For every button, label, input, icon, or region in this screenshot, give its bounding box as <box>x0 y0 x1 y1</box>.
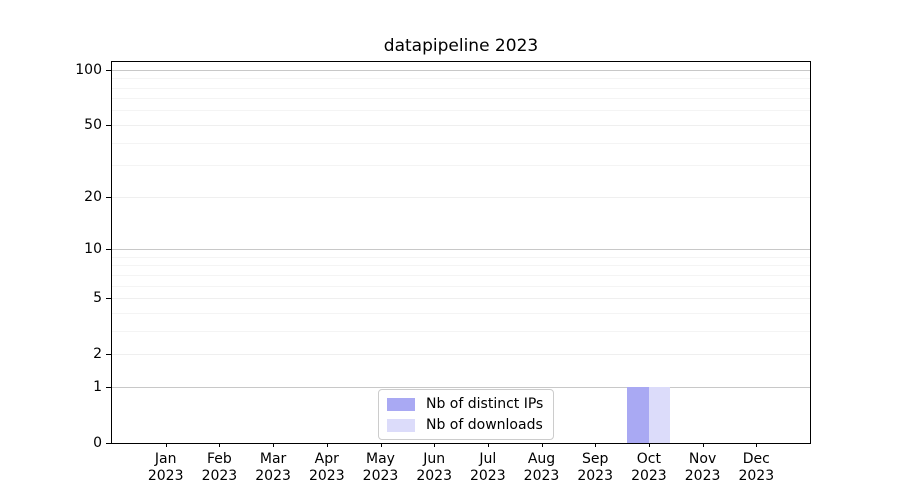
x-tick-label-may: May 2023 <box>349 451 413 485</box>
x-tick-mark-mar <box>273 443 275 447</box>
x-tick-year: 2023 <box>469 468 506 484</box>
legend-swatch-0 <box>387 397 415 411</box>
gridline-y-90 <box>112 78 810 80</box>
x-tick-month: Aug <box>527 451 556 467</box>
legend-row-0: Nb of distinct IPs <box>387 396 543 412</box>
y-tick-label-1: 1 <box>93 378 102 395</box>
x-tick-year: 2023 <box>631 468 667 484</box>
x-tick-label-mar: Mar 2023 <box>241 451 305 485</box>
legend-label-1: Nb of downloads <box>426 417 543 433</box>
legend-label-0: Nb of distinct IPs <box>426 396 544 412</box>
x-tick-label-oct: Oct 2023 <box>617 451 681 485</box>
x-tick-mark-jul <box>487 443 489 447</box>
gridline-y-30 <box>112 165 810 167</box>
x-tick-mark-jan <box>165 443 167 447</box>
x-tick-label-feb: Feb 2023 <box>187 451 251 485</box>
x-tick-mark-sep <box>595 443 597 447</box>
x-tick-mark-may <box>380 443 382 447</box>
gridline-y-70 <box>112 98 810 100</box>
x-tick-year: 2023 <box>684 468 721 484</box>
y-tick-label-0: 0 <box>93 435 102 451</box>
y-tick-mark-10 <box>106 249 111 250</box>
gridline-y-1 <box>112 386 810 388</box>
x-tick-mark-feb <box>219 443 221 447</box>
plot-area: Nb of distinct IPs Nb of downloads <box>111 61 811 444</box>
x-tick-month: Oct <box>636 451 661 467</box>
gridline-y-8 <box>112 265 810 267</box>
gridline-y-5 <box>112 298 810 299</box>
gridline-y-4 <box>112 312 810 314</box>
x-tick-month: Dec <box>742 451 770 467</box>
x-tick-mark-oct <box>648 443 650 447</box>
y-tick-mark-20 <box>106 196 111 198</box>
y-tick-mark-5 <box>106 298 111 299</box>
x-tick-month: Jun <box>423 451 446 467</box>
bar-oct-series-0 <box>627 386 649 443</box>
chart-title: datapipeline 2023 <box>383 36 539 56</box>
y-tick-label-2: 2 <box>93 346 102 363</box>
gridline-y-9 <box>112 256 810 258</box>
gridline-y-80 <box>112 87 810 89</box>
x-tick-mark-nov <box>702 443 704 447</box>
y-tick-mark-2 <box>106 354 111 356</box>
x-tick-month: Nov <box>688 451 717 467</box>
gridline-y-100 <box>112 69 810 71</box>
legend-row-1: Nb of downloads <box>387 417 543 433</box>
gridline-y-2 <box>112 354 810 356</box>
x-tick-year: 2023 <box>255 468 291 484</box>
x-tick-label-jan: Jan 2023 <box>134 451 198 485</box>
y-tick-label-50: 50 <box>84 116 102 133</box>
x-tick-label-jun: Jun 2023 <box>402 451 466 485</box>
x-tick-mark-aug <box>541 443 543 447</box>
x-tick-mark-jun <box>434 443 436 447</box>
legend-swatch-1 <box>387 418 415 432</box>
y-tick-label-20: 20 <box>84 188 102 205</box>
x-tick-year: 2023 <box>362 468 399 484</box>
x-tick-label-apr: Apr 2023 <box>295 451 359 485</box>
x-tick-month: Jan <box>154 451 177 467</box>
y-tick-mark-50 <box>106 124 111 126</box>
x-tick-year: 2023 <box>147 468 184 484</box>
gridline-y-50 <box>112 124 810 126</box>
legend: Nb of distinct IPs Nb of downloads <box>378 389 555 440</box>
x-tick-label-jul: Jul 2023 <box>456 451 520 485</box>
gridline-y-40 <box>112 142 810 144</box>
x-tick-month: Mar <box>259 451 287 467</box>
gridline-y-7 <box>112 274 810 276</box>
x-tick-label-sep: Sep 2023 <box>563 451 627 485</box>
y-tick-mark-100 <box>106 69 111 71</box>
x-tick-year: 2023 <box>308 468 345 484</box>
x-tick-mark-apr <box>326 443 328 447</box>
y-tick-mark-0 <box>106 443 111 444</box>
y-tick-mark-1 <box>106 386 111 388</box>
bar-oct-series-1 <box>648 386 671 443</box>
x-tick-year: 2023 <box>577 468 613 484</box>
x-tick-year: 2023 <box>416 468 452 484</box>
y-tick-label-10: 10 <box>84 241 102 257</box>
x-tick-year: 2023 <box>738 468 775 484</box>
gridline-y-3 <box>112 330 810 332</box>
x-tick-month: Feb <box>206 451 232 467</box>
x-tick-month: May <box>366 451 395 467</box>
x-tick-label-aug: Aug 2023 <box>510 451 574 485</box>
gridline-y-10 <box>112 249 810 250</box>
y-tick-label-100: 100 <box>75 61 102 78</box>
x-tick-label-nov: Nov 2023 <box>671 451 735 485</box>
x-tick-mark-dec <box>756 443 758 447</box>
x-tick-label-dec: Dec 2023 <box>724 451 788 485</box>
gridline-y-60 <box>112 110 810 112</box>
x-tick-month: Sep <box>581 451 609 467</box>
x-tick-month: Apr <box>314 451 339 467</box>
gridline-y-20 <box>112 196 810 198</box>
x-tick-month: Jul <box>479 451 497 467</box>
x-tick-year: 2023 <box>523 468 560 484</box>
gridline-y-6 <box>112 285 810 287</box>
x-tick-year: 2023 <box>201 468 238 484</box>
y-tick-label-5: 5 <box>93 290 102 306</box>
